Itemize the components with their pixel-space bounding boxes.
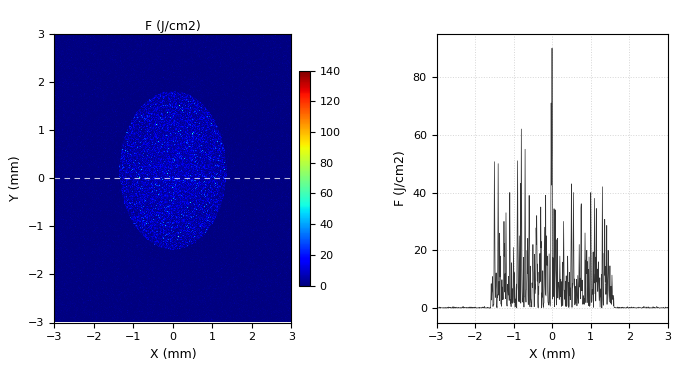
X-axis label: X (mm): X (mm) bbox=[529, 348, 576, 361]
X-axis label: X (mm): X (mm) bbox=[150, 348, 196, 361]
Y-axis label: F (J/cm2): F (J/cm2) bbox=[394, 150, 407, 206]
Y-axis label: Y (mm): Y (mm) bbox=[9, 155, 22, 201]
Title: F (J/cm2): F (J/cm2) bbox=[145, 20, 201, 33]
